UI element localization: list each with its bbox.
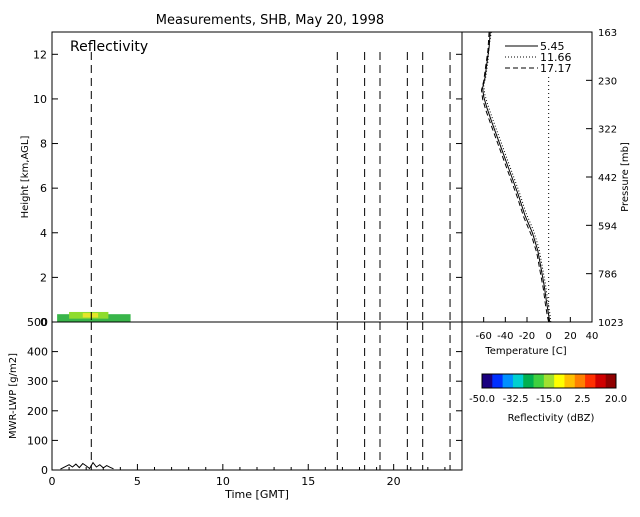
sounding-x-ticks: -60 -40 -20 0 20 40 bbox=[475, 317, 598, 342]
x-tick-label: 20 bbox=[564, 331, 577, 342]
figure-title: Measurements, SHB, May 20, 1998 bbox=[156, 13, 384, 28]
y-tick-label: 0 bbox=[40, 316, 47, 329]
legend-entry-label: 11.66 bbox=[540, 51, 572, 64]
colorbar-cell bbox=[574, 374, 586, 388]
pressure-tick-label: 786 bbox=[598, 270, 617, 281]
reflectivity-echo-layer bbox=[57, 311, 131, 322]
y-tick-label: 500 bbox=[27, 316, 48, 329]
x-tick-label: 20 bbox=[387, 475, 401, 488]
reflectivity-time-markers bbox=[90, 52, 451, 322]
reflectivity-annotation: Reflectivity bbox=[70, 39, 148, 55]
lwp-x-ticks: 0 5 10 15 20 bbox=[49, 464, 446, 488]
y-tick-label: 6 bbox=[40, 182, 47, 195]
pressure-tick-label: 442 bbox=[598, 173, 617, 184]
legend-entry-label: 17.17 bbox=[540, 62, 572, 75]
colorbar-cell bbox=[564, 374, 576, 388]
pressure-tick-label: 163 bbox=[598, 28, 617, 39]
colorbar-tick-labels: -50.0 -32.5 -15.0 2.5 20.0 bbox=[469, 394, 627, 405]
x-tick-label: -60 bbox=[475, 331, 491, 342]
reflectivity-panel: 0 2 4 6 8 10 12 Reflectivity Height [km,AGL] bbox=[20, 31, 463, 329]
colorbar-cell bbox=[585, 374, 596, 388]
sounding-series-line bbox=[483, 31, 552, 323]
y-tick-label: 200 bbox=[27, 405, 48, 418]
x-tick-label: -20 bbox=[519, 331, 535, 342]
sounding-series-line bbox=[480, 31, 550, 323]
colorbar-tick-label: -15.0 bbox=[536, 394, 562, 405]
y-tick-label: 400 bbox=[27, 346, 48, 359]
x-tick-label: 0 bbox=[49, 475, 56, 488]
colorbar-tick-label: 20.0 bbox=[605, 394, 627, 405]
y-tick-label: 2 bbox=[40, 271, 47, 284]
x-tick-label: -40 bbox=[497, 331, 513, 342]
reflectivity-y-ticks: 0 2 4 6 8 10 12 bbox=[33, 48, 462, 329]
reflectivity-colorbar: -50.0 -32.5 -15.0 2.5 20.0 Reflectivity (dBZ… bbox=[469, 373, 627, 424]
colorbar-cell bbox=[502, 374, 514, 388]
lwp-y-axis-label: MWR-LWP [g/m2] bbox=[8, 353, 19, 439]
sounding-plot-frame bbox=[461, 31, 593, 323]
y-tick-label: 0 bbox=[41, 464, 48, 477]
colorbar-cell bbox=[512, 374, 524, 388]
colorbar-cell bbox=[595, 374, 607, 388]
echo-patch bbox=[82, 313, 99, 318]
sounding-pressure-axis-label: Pressure [mb] bbox=[620, 142, 631, 212]
lwp-y-ticks: 0 100 200 300 400 500 bbox=[27, 316, 462, 477]
lwp-series-line bbox=[60, 461, 114, 470]
y-tick-label: 4 bbox=[40, 227, 47, 240]
colorbar-cell bbox=[482, 374, 493, 388]
colorbar-cell bbox=[554, 374, 565, 388]
x-tick-label: 5 bbox=[134, 475, 141, 488]
legend-entry-label: 5.45 bbox=[540, 40, 565, 53]
colorbar-tick-label: -32.5 bbox=[503, 394, 529, 405]
colorbar-tick-label: 2.5 bbox=[575, 394, 591, 405]
reflectivity-plot-frame bbox=[51, 31, 463, 323]
pressure-tick-label: 1023 bbox=[598, 318, 623, 329]
pressure-tick-label: 594 bbox=[598, 221, 617, 232]
sounding-series-line bbox=[482, 31, 551, 323]
sounding-series-lines bbox=[480, 31, 552, 323]
reflectivity-y-axis-label: Height [km,AGL] bbox=[20, 136, 31, 219]
x-tick-label: 10 bbox=[216, 475, 230, 488]
y-tick-label: 100 bbox=[27, 434, 48, 447]
colorbar-cell bbox=[523, 374, 535, 388]
colorbar-cell bbox=[533, 374, 545, 388]
y-tick-label: 300 bbox=[27, 375, 48, 388]
sounding-x-axis-label: Temperature [C] bbox=[484, 346, 566, 357]
colorbar-cell bbox=[543, 374, 555, 388]
colorbar-cell bbox=[492, 374, 504, 388]
pressure-tick-label: 230 bbox=[598, 76, 617, 87]
pressure-tick-label: 322 bbox=[598, 125, 617, 136]
y-tick-label: 10 bbox=[33, 93, 47, 106]
x-tick-label: 0 bbox=[545, 331, 551, 342]
y-tick-label: 12 bbox=[33, 48, 47, 61]
colorbar-cell bbox=[605, 374, 617, 388]
colorbar-label: Reflectivity (dBZ) bbox=[508, 413, 595, 424]
colorbar-cells bbox=[482, 374, 617, 388]
lwp-plot-frame bbox=[51, 321, 463, 471]
x-tick-label: 40 bbox=[586, 331, 599, 342]
x-tick-label: 15 bbox=[301, 475, 315, 488]
lwp-time-markers bbox=[90, 322, 451, 470]
colorbar-frame bbox=[481, 373, 617, 389]
lwp-x-axis-label: Time [GMT] bbox=[224, 488, 289, 501]
lwp-panel: 0 100 200 300 400 500 0 5 10 15 20 MWR-LWP [g/m2]… bbox=[8, 316, 463, 501]
sounding-pressure-ticks: 163 230 322 442 594 786 1023 bbox=[586, 28, 623, 329]
y-tick-label: 8 bbox=[40, 138, 47, 151]
colorbar-tick-label: -50.0 bbox=[469, 394, 495, 405]
